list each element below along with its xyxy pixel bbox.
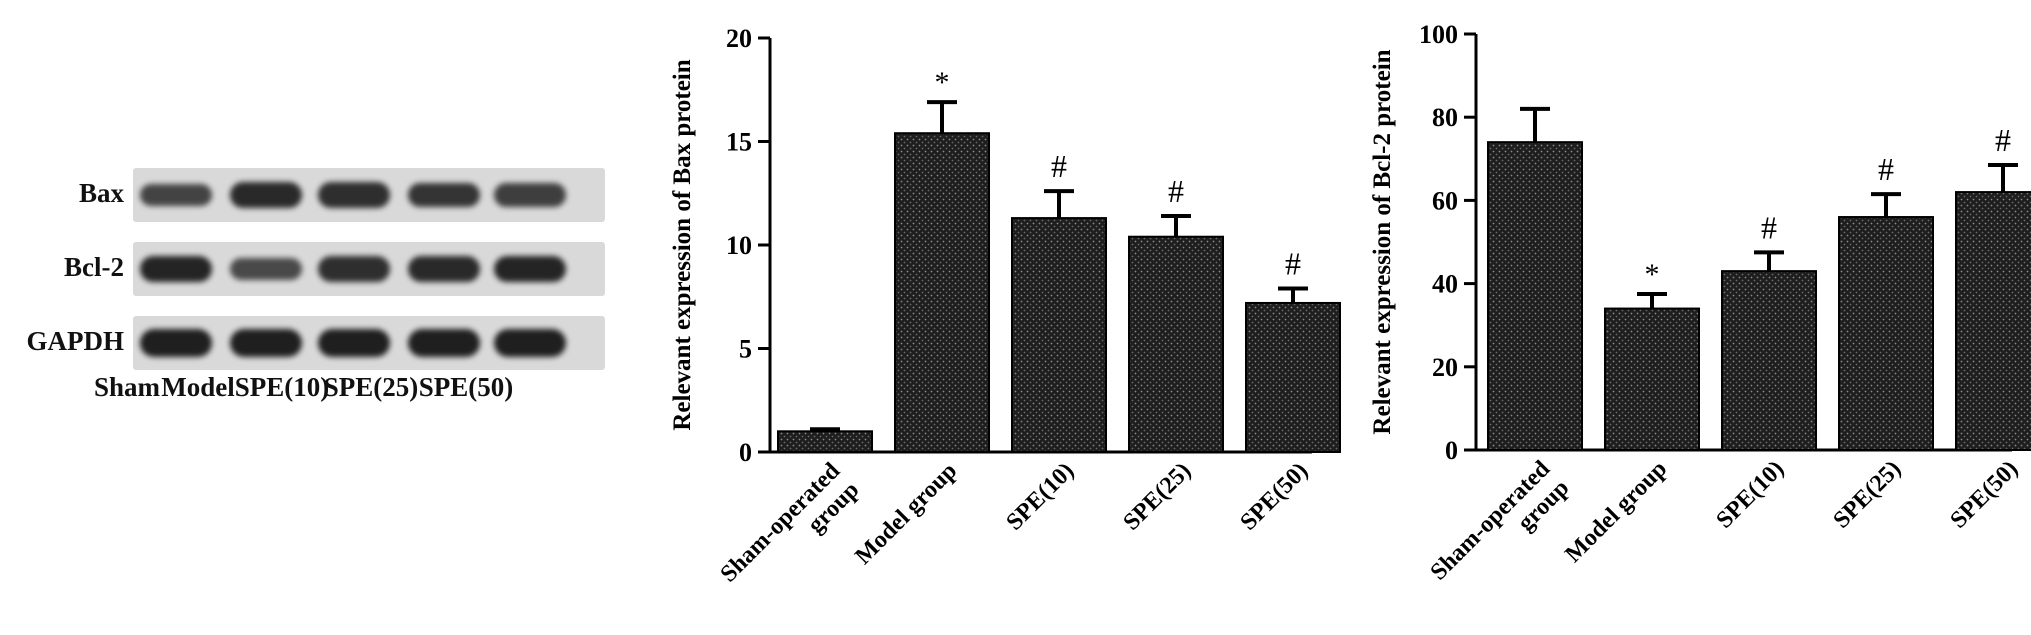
y-tick-label: 0 (739, 438, 752, 467)
blot-lane-label-4: SPE(50) (418, 372, 514, 402)
blot-band (230, 258, 302, 280)
bar (1721, 270, 1817, 451)
blot-row-label-1: Bcl-2 (64, 252, 124, 282)
x-tick-label-line: SPE(10) (1711, 456, 1789, 534)
blot-band (494, 255, 566, 283)
significance-hash: # (1168, 173, 1184, 209)
y-tick-label: 60 (1432, 186, 1458, 215)
bar (1487, 141, 1583, 451)
blot-band (140, 255, 212, 283)
significance-hash: # (1878, 151, 1894, 187)
bar (1011, 217, 1107, 453)
bar (1245, 301, 1341, 453)
bar (1838, 216, 1934, 451)
blot-lane-label-1: Model (161, 372, 235, 402)
y-tick-label: 5 (739, 335, 752, 364)
y-tick-label: 80 (1432, 103, 1458, 132)
x-tick-label: SPE(10) (1001, 458, 1079, 536)
y-axis-label: Relevant expression of Bax protein (669, 59, 696, 430)
blot-band (230, 182, 302, 208)
blot-band (230, 329, 302, 357)
x-tick-label: Model group (1560, 456, 1672, 568)
x-tick-label-line: SPE(25) (1118, 458, 1196, 536)
x-tick-label-line: SPE(25) (1828, 456, 1906, 534)
x-tick-label: SPE(25) (1118, 458, 1196, 536)
x-tick-label-line: Model group (1560, 456, 1672, 568)
y-tick-label: 20 (1432, 353, 1458, 382)
x-tick-label: Model group (850, 458, 962, 570)
x-tick-label: SPE(10) (1711, 456, 1789, 534)
significance-star: * (1645, 258, 1660, 291)
bcl2-bar-chart: 0 20 40 60 80 100 Relevant expression of Bcl-2… (1369, 20, 2031, 604)
y-tick-label: 10 (726, 231, 752, 260)
y-tick-label: 0 (1445, 436, 1458, 465)
blot-band (140, 329, 212, 357)
y-tick-label: 100 (1419, 20, 1458, 49)
blot-band (318, 329, 390, 357)
blot-band (318, 182, 390, 208)
significance-hash: # (1285, 245, 1301, 281)
western-blot-panel: Bax Bcl-2 GAPDH Sham Model SPE(10) SPE(25) SPE(… (0, 0, 660, 635)
x-tick-label-line: SPE(50) (1235, 458, 1313, 536)
significance-hash: # (1995, 122, 2011, 158)
blot-band (408, 182, 480, 208)
x-tick-label: SPE(25) (1828, 456, 1906, 534)
x-tick-label-line: Model group (850, 458, 962, 570)
blot-lane-label-0: Sham (93, 372, 161, 402)
significance-hash: # (1051, 148, 1067, 184)
y-tick-label: 15 (726, 128, 752, 157)
blot-band (494, 183, 566, 207)
blot-band (408, 329, 480, 357)
bax-bar-chart: 0 5 10 15 20 Relevant expression of Bax prote… (669, 24, 1341, 606)
bar (1604, 307, 1700, 451)
y-tick-label: 40 (1432, 270, 1458, 299)
y-axis-label: Relevant expression of Bcl-2 protein (1369, 49, 1396, 434)
x-tick-label: SPE(50) (1235, 458, 1313, 536)
bar (1128, 235, 1224, 453)
bar (894, 132, 990, 453)
bar (777, 430, 873, 453)
x-tick-label: SPE(50) (1945, 456, 2023, 534)
bar (1955, 191, 2031, 452)
blot-band (408, 256, 480, 282)
blot-lane-label-2: SPE(10) (234, 372, 330, 402)
blot-band (140, 183, 212, 207)
y-tick-label: 20 (726, 24, 752, 53)
blot-band (494, 329, 566, 357)
blot-lane-label-3: SPE(25) (323, 372, 419, 402)
blot-band (318, 256, 390, 282)
x-tick-label-line: SPE(50) (1945, 456, 2023, 534)
significance-star: * (935, 66, 950, 99)
blot-row-label-0: Bax (78, 178, 124, 208)
x-tick-label: Sham-operatedgroup (1426, 455, 1575, 604)
blot-row-label-2: GAPDH (26, 326, 125, 356)
x-tick-label: Sham-operatedgroup (716, 457, 865, 606)
significance-hash: # (1761, 209, 1777, 245)
x-tick-label-line: SPE(10) (1001, 458, 1079, 536)
